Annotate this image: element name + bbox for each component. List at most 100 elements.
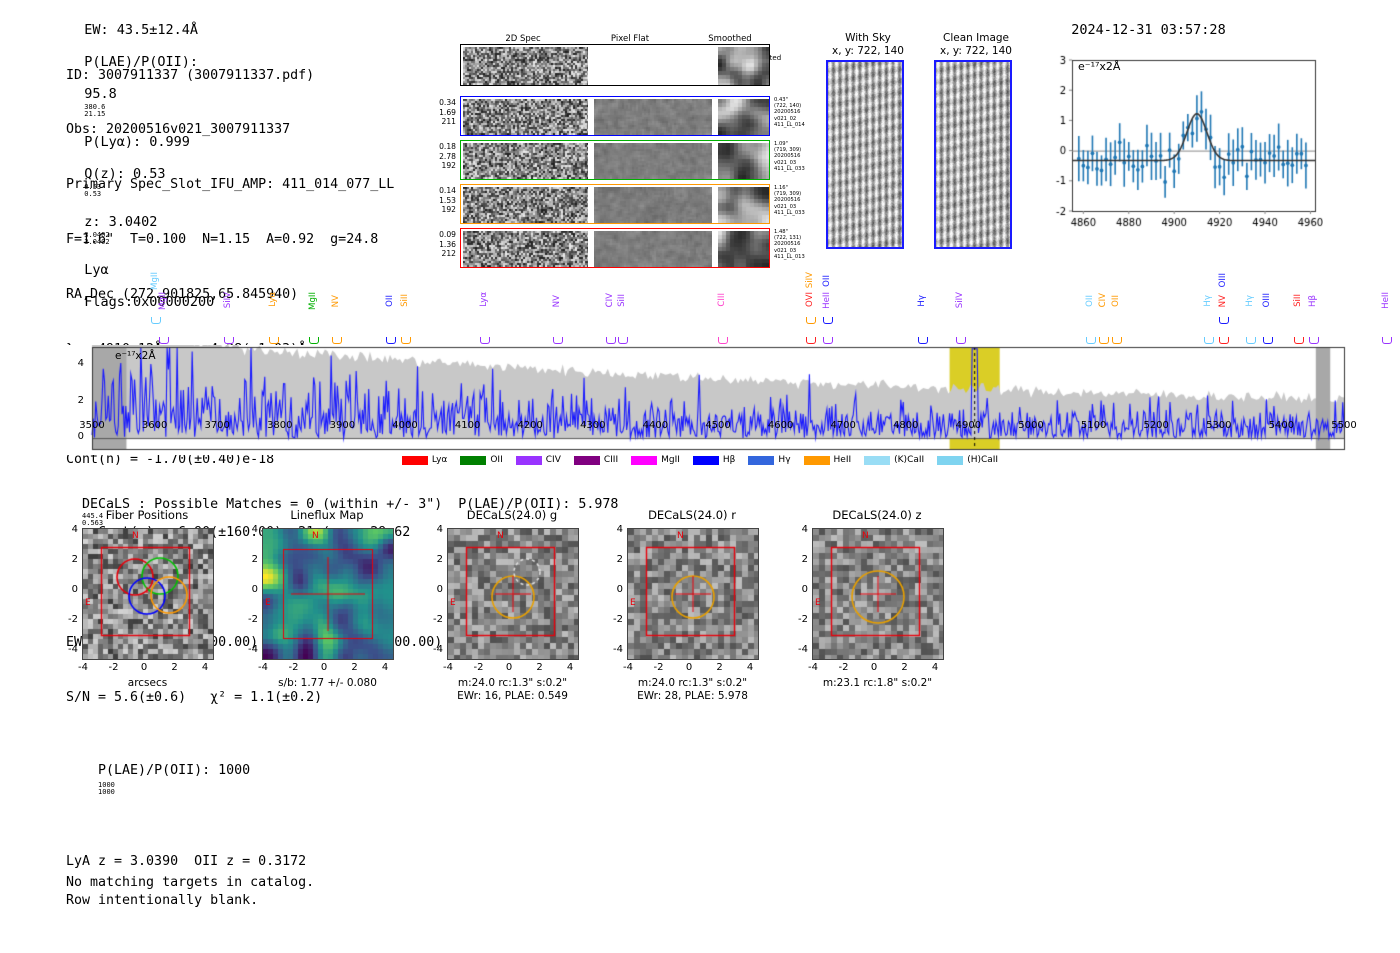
cutout-image[interactable]: [812, 528, 944, 660]
panel-title-2dspec: 2D Spec: [505, 34, 541, 44]
footer-line-2: Row intentionally blank.: [66, 893, 259, 909]
spectrum-x-tick: 5300: [1206, 420, 1232, 431]
cutout-y-tick: 0: [801, 584, 808, 595]
cutout-image[interactable]: [262, 528, 394, 660]
emission-line-label-text: CIV: [1098, 292, 1108, 307]
spec-row-meta-line: 1.48": [774, 229, 788, 235]
emission-line-label: SiII: [400, 292, 411, 344]
line-fit-canvas: [1038, 52, 1323, 237]
cutout-y-tick: 2: [436, 554, 443, 565]
emission-line-label-text: CIV: [605, 292, 615, 307]
emission-line-label: MgII: [158, 292, 169, 344]
spec-2d-image: [463, 187, 588, 223]
cutout-image[interactable]: [447, 528, 579, 660]
spec-row-meta-line: 411_LL_013: [774, 253, 805, 260]
spec-row-stat: 192: [441, 205, 457, 215]
cutout-image[interactable]: [627, 528, 759, 660]
legend-label: Hγ: [778, 455, 791, 465]
spec-row: [460, 44, 770, 86]
north-label: N: [677, 531, 684, 541]
legend-swatch: [631, 455, 658, 465]
emission-line-label-text: HeII: [1381, 292, 1391, 309]
spectrum-x-tick: 5100: [1080, 420, 1107, 431]
cutout-panel: Fiber Positions N E -4 -2 0 2 4 -4 -2 0 2 4 arcsecs: [60, 508, 250, 689]
panel-title-pixelflat: Pixel Flat: [610, 34, 650, 44]
cutout-image[interactable]: [82, 528, 214, 660]
info-plae: P(LAE)/P(OII): 1000 1000 1000: [66, 744, 466, 817]
decals-pre: DECaLS : Possible Matches = 0 (within +/…: [82, 497, 619, 512]
spectrum-x-tick: 3700: [204, 420, 230, 431]
cutout-caption-line: s/b: 1.77 +/- 0.080: [278, 677, 377, 689]
emission-line-label-text: NV: [552, 294, 562, 307]
header-summary-line: EW: 43.5±12.4Å P(LAE)/P(OII): 95.8 380.6…: [68, 6, 214, 310]
emission-line-label: MgII: [150, 272, 161, 324]
legend-swatch: [460, 455, 487, 465]
with-sky-image: [826, 60, 904, 249]
cutout-caption: m:24.0 rc:1.3" s:0.2" EWr: 28, PLAE: 5.97…: [605, 677, 780, 702]
info-redshifts: LyA z = 3.0390 OII z = 0.3172: [66, 854, 307, 870]
legend-item: OII: [460, 455, 503, 465]
cutout-x-tick: -4: [808, 662, 818, 673]
cutout-x-tick: 0: [320, 662, 328, 673]
emission-line-label-text: SiII: [1293, 294, 1303, 307]
east-label: E: [450, 598, 456, 608]
cutout-x-tick: -4: [443, 662, 453, 673]
emission-line-label: MgII: [308, 292, 319, 344]
cutout-y-tick: -2: [613, 614, 623, 625]
emission-line-label: Hγ: [917, 292, 928, 344]
emission-line-bracket-icon: [1112, 337, 1122, 344]
legend-item: MgII: [631, 455, 680, 465]
spectrum-x-tick: 4400: [642, 420, 669, 431]
emission-line-label-text: MgII: [308, 292, 318, 310]
full-spectrum-chart: MgII MgII SiIV Lyα MgII NV OII SiII Lyα NV CIV SiII…: [60, 270, 1392, 455]
line-fit-chart: e⁻¹⁷x2Å: [1038, 52, 1323, 237]
cutout-x-tick: -2: [288, 662, 299, 673]
spec-row-meta-line: 20200516: [774, 109, 801, 116]
legend-swatch: [803, 455, 830, 465]
emission-line-label-text: MgII: [150, 272, 160, 290]
spec-2d-image: [463, 231, 588, 267]
spec-row-stat: 1.69: [439, 107, 456, 117]
emission-line-bracket-icon: [1263, 337, 1273, 344]
legend-swatch: [401, 455, 428, 465]
spectrum-y-tick: 4: [77, 358, 84, 370]
emission-line-bracket-icon: [1099, 337, 1109, 344]
clean-image: [934, 60, 1012, 249]
emission-line-bracket-icon: [918, 337, 928, 344]
emission-line-label: OIII: [1218, 272, 1229, 324]
emission-line-label: Hβ: [1308, 292, 1319, 344]
emission-line-bracket-icon: [480, 337, 490, 344]
spec-row-meta-line: 20200516: [774, 153, 801, 160]
pixel-flat-image: [594, 99, 712, 135]
emission-line-label-text: Hγ: [1203, 295, 1213, 307]
info-radec: RA,Dec (272.901825,65.845940): [66, 287, 299, 303]
header-plae-label: P(LAE)/P(OII):: [84, 54, 199, 70]
emission-line-label: NV: [552, 292, 563, 344]
emission-line-label-text: OII: [1111, 295, 1121, 307]
spec-row-meta: 0.43" (722, 140) 20200516 v021_02 411_LL_014: [774, 97, 824, 128]
cutout-panel: DECaLS(24.0) g N E -4 -2 0 2 4 -4 -2 0 2 4 m:24.0 rc:…: [425, 508, 615, 702]
cutout-y-tick: -2: [798, 614, 808, 625]
info-snr-chi2: S/N = 5.6(±0.6) χ² = 1.1(±0.2): [66, 689, 323, 705]
smoothed-image: [718, 99, 769, 135]
spectrum-x-tick: 3900: [329, 420, 356, 431]
header-plae-value: 95.8: [84, 86, 117, 102]
spec-row-stat: 211: [441, 117, 457, 127]
east-label: E: [815, 598, 821, 608]
emission-line-label: HeII: [822, 292, 833, 344]
emission-line-label: Lyα: [479, 292, 490, 344]
spec-row: [460, 184, 770, 224]
spec-row-meta-line: (719, 309): [774, 147, 802, 154]
spectrum-y-tick: 0: [77, 431, 84, 443]
emission-line-label-text: SiIV: [955, 292, 965, 309]
spectrum-x-tick: 3800: [267, 420, 293, 431]
spec-row-stat: 0.09: [439, 230, 456, 239]
emission-line-label: SiII: [1293, 292, 1304, 344]
cutout-x-tick: -4: [78, 662, 88, 673]
emission-line-label-text: OII: [1085, 295, 1095, 307]
cutout-caption-line: m:23.1 rc:1.8" s:0.2": [822, 677, 933, 689]
cutout-y-tick: -4: [68, 644, 78, 655]
cutout-y-tick: 2: [616, 554, 623, 565]
cutout-x-tick: 4: [746, 662, 754, 673]
spectrum-x-tick: 4000: [392, 420, 418, 431]
